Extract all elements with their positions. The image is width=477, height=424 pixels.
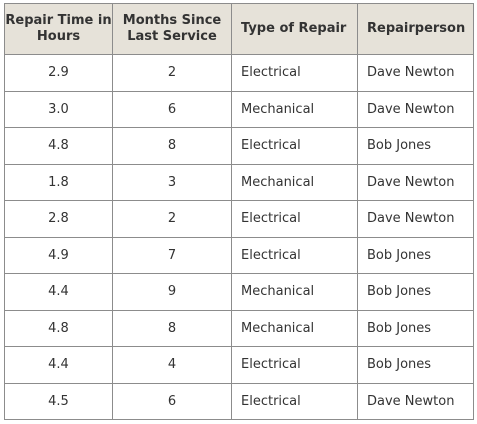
cell-months-since-service: 8 xyxy=(112,309,232,347)
table-row: 2.8 2 Electrical Dave Newton xyxy=(4,200,474,238)
table-row: 4.4 9 Mechanical Bob Jones xyxy=(4,273,474,311)
cell-months-since-service: 9 xyxy=(112,273,232,311)
cell-months-since-service: 6 xyxy=(112,382,232,420)
table-row: 4.9 7 Electrical Bob Jones xyxy=(4,236,474,274)
table-row: 2.9 2 Electrical Dave Newton xyxy=(4,54,474,92)
cell-type-of-repair: Electrical xyxy=(231,382,358,420)
cell-months-since-service: 4 xyxy=(112,346,232,384)
table-row: 4.4 4 Electrical Bob Jones xyxy=(4,346,474,384)
cell-repair-time: 2.8 xyxy=(4,200,113,238)
cell-repair-time: 4.9 xyxy=(4,236,113,274)
header-repairperson: Repairperson xyxy=(357,3,474,55)
cell-repairperson: Bob Jones xyxy=(357,127,474,165)
cell-repairperson: Dave Newton xyxy=(357,90,474,128)
cell-repair-time: 4.5 xyxy=(4,382,113,420)
cell-type-of-repair: Mechanical xyxy=(231,273,358,311)
cell-repairperson: Bob Jones xyxy=(357,273,474,311)
cell-type-of-repair: Electrical xyxy=(231,200,358,238)
table-row: 4.8 8 Mechanical Bob Jones xyxy=(4,309,474,347)
cell-months-since-service: 6 xyxy=(112,90,232,128)
table-row: 1.8 3 Mechanical Dave Newton xyxy=(4,163,474,201)
cell-months-since-service: 8 xyxy=(112,127,232,165)
cell-type-of-repair: Mechanical xyxy=(231,90,358,128)
header-row: Repair Time in Hours Months Since Last S… xyxy=(4,3,474,55)
table-row: 4.8 8 Electrical Bob Jones xyxy=(4,127,474,165)
cell-months-since-service: 2 xyxy=(112,200,232,238)
cell-repair-time: 4.4 xyxy=(4,273,113,311)
header-type-of-repair: Type of Repair xyxy=(231,3,358,55)
cell-repairperson: Bob Jones xyxy=(357,236,474,274)
cell-repairperson: Dave Newton xyxy=(357,54,474,92)
cell-repairperson: Bob Jones xyxy=(357,309,474,347)
cell-type-of-repair: Electrical xyxy=(231,236,358,274)
cell-months-since-service: 3 xyxy=(112,163,232,201)
cell-type-of-repair: Mechanical xyxy=(231,309,358,347)
cell-repair-time: 3.0 xyxy=(4,90,113,128)
header-repair-time: Repair Time in Hours xyxy=(4,3,113,55)
cell-months-since-service: 2 xyxy=(112,54,232,92)
cell-type-of-repair: Electrical xyxy=(231,54,358,92)
cell-repair-time: 4.8 xyxy=(4,127,113,165)
table-row: 3.0 6 Mechanical Dave Newton xyxy=(4,90,474,128)
cell-type-of-repair: Mechanical xyxy=(231,163,358,201)
cell-type-of-repair: Electrical xyxy=(231,127,358,165)
cell-repair-time: 1.8 xyxy=(4,163,113,201)
cell-repairperson: Dave Newton xyxy=(357,163,474,201)
header-months-since-service: Months Since Last Service xyxy=(112,3,232,55)
cell-repair-time: 4.8 xyxy=(4,309,113,347)
cell-repairperson: Dave Newton xyxy=(357,200,474,238)
cell-repair-time: 4.4 xyxy=(4,346,113,384)
cell-type-of-repair: Electrical xyxy=(231,346,358,384)
table-row: 4.5 6 Electrical Dave Newton xyxy=(4,382,474,420)
cell-repairperson: Dave Newton xyxy=(357,382,474,420)
cell-repairperson: Bob Jones xyxy=(357,346,474,384)
cell-repair-time: 2.9 xyxy=(4,54,113,92)
cell-months-since-service: 7 xyxy=(112,236,232,274)
repair-data-table: Repair Time in Hours Months Since Last S… xyxy=(4,3,474,420)
